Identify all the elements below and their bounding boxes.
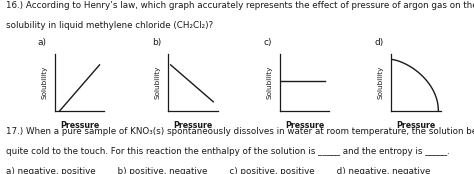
Text: 16.) According to Henry’s law, which graph accurately represents the effect of p: 16.) According to Henry’s law, which gra… [6,1,474,10]
Text: d): d) [374,38,384,47]
Text: Solubility: Solubility [155,66,161,99]
Text: Pressure: Pressure [285,121,324,130]
Text: Solubility: Solubility [41,66,47,99]
Text: quite cold to the touch. For this reaction the enthalpy of the solution is _____: quite cold to the touch. For this reacti… [6,147,449,156]
Text: b): b) [152,38,161,47]
Text: Pressure: Pressure [60,121,99,130]
Text: Pressure: Pressure [396,121,436,130]
Text: c): c) [263,38,272,47]
Text: a) negative, positive        b) positive, negative        c) positive, positive : a) negative, positive b) positive, negat… [6,167,430,174]
Text: Pressure: Pressure [173,121,213,130]
Text: 17.) When a pure sample of KNO₃(s) spontaneously dissolves in water at room temp: 17.) When a pure sample of KNO₃(s) spont… [6,127,474,136]
Text: Solubility: Solubility [266,66,272,99]
Text: solubility in liquid methylene chloride (CH₂Cl₂)?: solubility in liquid methylene chloride … [6,21,213,30]
Text: Solubility: Solubility [378,66,383,99]
Text: a): a) [38,38,47,47]
